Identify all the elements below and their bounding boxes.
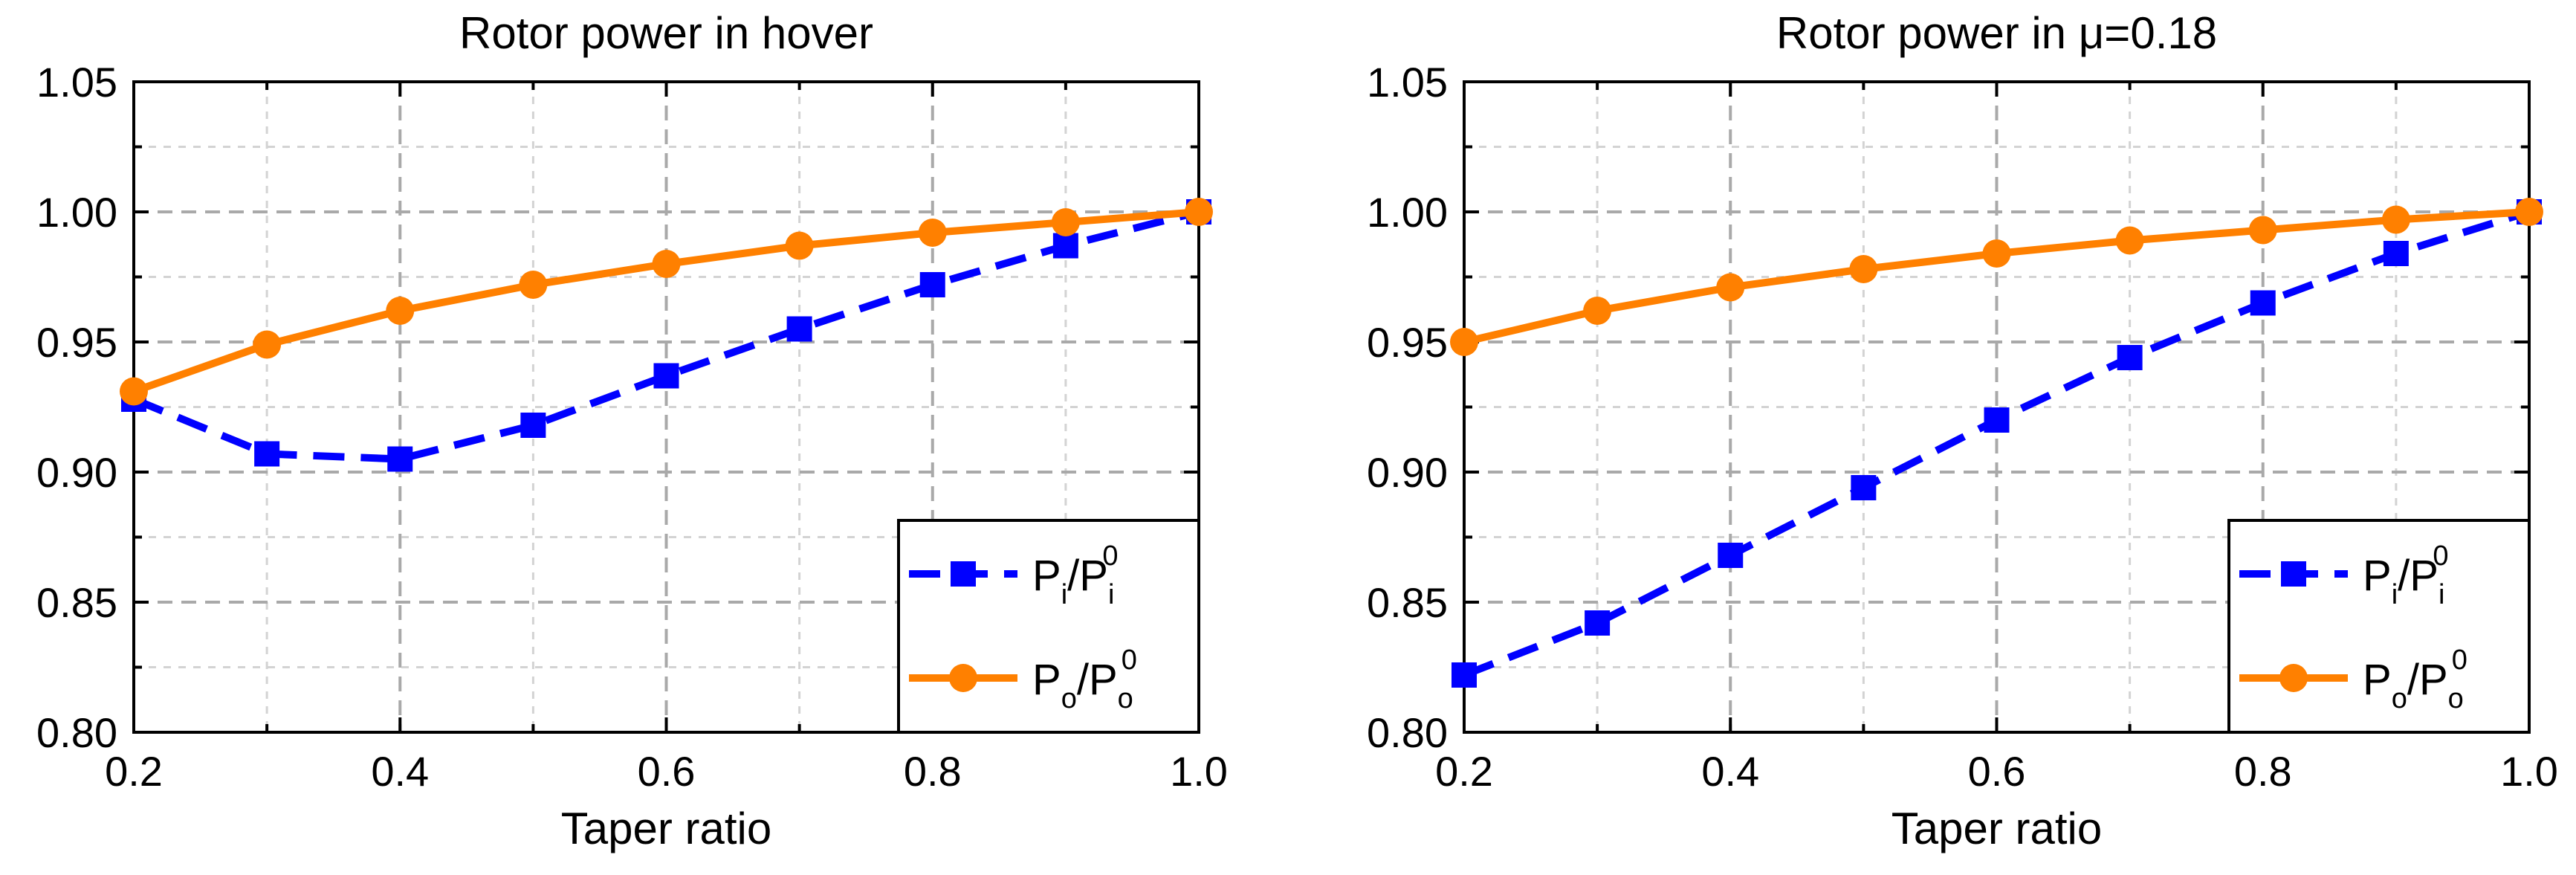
data-point-circle (519, 271, 548, 299)
data-point-circle (2248, 216, 2277, 245)
y-tick-label: 0.80 (1367, 709, 1448, 756)
legend-label-sub: o (2392, 683, 2407, 714)
data-point-square (387, 446, 413, 472)
legend-label-main: P (1032, 656, 1061, 704)
data-point-circle (1450, 328, 1478, 356)
x-axis-label: Taper ratio (1891, 804, 2102, 853)
y-tick-label: 1.05 (1367, 59, 1448, 106)
legend-marker-square (951, 561, 976, 587)
data-point-circle (2515, 198, 2543, 226)
data-point-circle (1583, 297, 1612, 325)
data-point-circle (2115, 226, 2144, 255)
legend-label: Po/Po 0 (2363, 645, 2467, 714)
legend-label-mid: /P (2407, 656, 2448, 704)
chart-panel-2: 0.2 0.4 0.6 0.8 1.0 0.80 0.85 0.90 0.95 1.00 1.05 R… (1367, 8, 2558, 853)
legend-marker-square (2281, 561, 2306, 587)
x-tick-label: 0.2 (1435, 748, 1493, 795)
data-point-square (919, 272, 945, 297)
y-tick-label: 0.90 (1367, 449, 1448, 496)
legend-box (2227, 519, 2531, 734)
y-tick-label: 1.00 (36, 189, 117, 236)
x-tick-label: 0.6 (1968, 748, 2026, 795)
legend-label-sup: 0 (2433, 540, 2448, 572)
data-point-circle (1982, 239, 2011, 268)
chart-panel-1: 0.2 0.4 0.6 0.8 1.0 0.80 0.85 0.90 0.95 1.00 1.05 R… (36, 8, 1228, 853)
data-point-square (2383, 241, 2409, 266)
data-point-circle (120, 377, 148, 406)
x-tick-label: 1.0 (1170, 748, 1228, 795)
legend-label-sup: 0 (1122, 645, 1137, 676)
legend-label-sub2: i (2439, 579, 2444, 610)
data-point-circle (652, 250, 681, 278)
data-point-circle (1849, 255, 1878, 283)
x-tick-label: 0.8 (2234, 748, 2292, 795)
y-tick-label: 1.05 (36, 59, 117, 106)
data-point-circle (785, 231, 814, 260)
data-point-square (254, 441, 280, 467)
legend-label-sub2: i (1108, 579, 1114, 610)
y-tick-label: 1.00 (1367, 189, 1448, 236)
y-tick-label: 0.95 (1367, 319, 1448, 366)
legend-marker-circle (949, 664, 977, 692)
chart-title: Rotor power in μ=0.18 (1776, 8, 2217, 58)
data-point-square (2250, 290, 2276, 316)
data-point-circle (1716, 273, 1745, 302)
legend-label-sub: o (1061, 683, 1077, 714)
data-point-square (1585, 610, 1611, 636)
data-point-square (786, 316, 812, 342)
data-point-circle (918, 219, 947, 247)
series-line-Pi-Pi0 (132, 208, 1200, 463)
data-point-square (1984, 407, 2010, 433)
legend-marker-circle (2279, 664, 2308, 692)
data-point-square (2117, 345, 2143, 370)
data-point-circle (1185, 198, 1213, 226)
legend-label-sub: i (1061, 579, 1067, 610)
x-tick-label: 0.6 (638, 748, 696, 795)
legend-label: Pi/Pi 0 (1032, 540, 1119, 610)
legend-label-mid: /P (1067, 552, 1108, 600)
legend-label-mid: /P (1077, 656, 1118, 704)
data-point-square (1851, 475, 1877, 500)
legend-label-sub2: o (1118, 683, 1133, 714)
x-tick-label: 0.2 (105, 748, 163, 795)
x-axis-label: Taper ratio (561, 804, 771, 853)
data-point-circle (1051, 208, 1080, 236)
legend-label-mid: /P (2398, 552, 2439, 600)
legend-label-sup: 0 (1102, 540, 1118, 572)
legend-label-sub: i (2392, 579, 2398, 610)
data-point-circle (2381, 205, 2410, 234)
x-tick-label: 1.0 (2500, 748, 2558, 795)
data-point-square (1718, 543, 1744, 568)
x-tick-label: 0.4 (371, 748, 429, 795)
data-point-square (1052, 233, 1078, 259)
legend-label-main: P (2363, 656, 2392, 704)
legend-label-sub2: o (2448, 683, 2464, 714)
y-tick-label: 0.85 (1367, 579, 1448, 626)
x-tick-label: 0.4 (1701, 748, 1759, 795)
data-point-square (653, 363, 679, 389)
y-tick-label: 0.80 (36, 709, 117, 756)
y-tick-label: 0.90 (36, 449, 117, 496)
data-point-circle (386, 297, 415, 325)
data-point-square (520, 413, 546, 438)
y-tick-label: 0.95 (36, 319, 117, 366)
legend-label-main: P (2363, 552, 2392, 600)
chart-title: Rotor power in hover (459, 8, 873, 58)
legend-box (897, 519, 1200, 734)
y-tick-label: 0.85 (36, 579, 117, 626)
x-tick-label: 0.8 (904, 748, 962, 795)
data-point-square (1452, 662, 1477, 688)
legend-label-sup: 0 (2452, 645, 2467, 676)
legend-label-main: P (1032, 552, 1061, 600)
legend-label: Pi/Pi 0 (2363, 540, 2449, 610)
data-point-circle (253, 330, 282, 359)
legend-label: Po/Po 0 (1032, 645, 1137, 714)
